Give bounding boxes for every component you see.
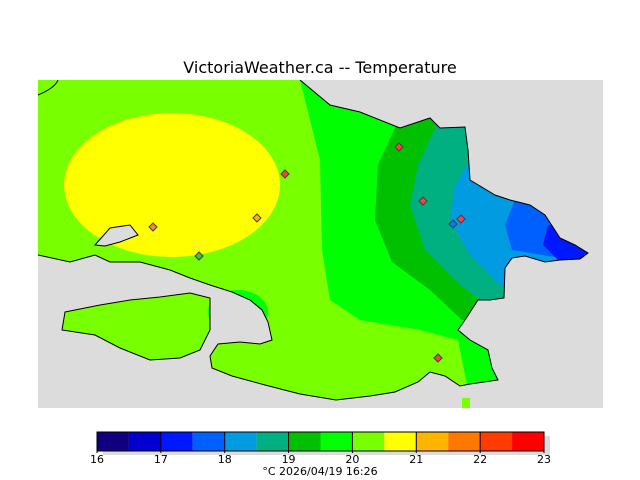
colorbar-tick-label: 23 <box>537 453 551 466</box>
colorbar-swatch <box>128 432 161 451</box>
colorbar-swatch <box>384 432 417 451</box>
colorbar-tick-label: 19 <box>281 453 296 466</box>
colorbar-swatch <box>160 432 193 451</box>
colorbar-swatch <box>416 432 449 451</box>
colorbar-tick-label: 21 <box>409 453 424 466</box>
colorbar-tick-label: 22 <box>473 453 488 466</box>
station-marker[interactable] <box>280 169 290 179</box>
colorbar-swatch <box>224 432 257 451</box>
colorbar-swatch <box>288 432 321 451</box>
northwest-coast <box>38 80 59 96</box>
colorbar-swatch <box>480 432 513 451</box>
station-marker[interactable] <box>252 213 262 223</box>
coastline <box>38 80 589 401</box>
temperature-map <box>38 80 603 408</box>
station-marker[interactable] <box>433 353 443 363</box>
colorbar-tick-label: 17 <box>153 453 168 466</box>
station-marker[interactable] <box>194 251 204 261</box>
station-marker[interactable] <box>394 142 404 152</box>
map-title: VictoriaWeather.ca -- Temperature <box>183 58 457 77</box>
colorbar-swatch <box>97 432 129 451</box>
colorbar-tick-label: 18 <box>217 453 232 466</box>
zone-20.5-21 <box>64 113 280 257</box>
colorbar-swatch <box>256 432 289 451</box>
unit-timestamp: °C 2026/04/19 16:26 <box>262 465 378 478</box>
colorbar-swatch <box>320 432 353 451</box>
station-marker[interactable] <box>148 222 158 232</box>
station-marker[interactable] <box>418 196 428 206</box>
inlet-coast <box>93 224 139 247</box>
colorbar-swatch <box>192 432 225 451</box>
colorbar-tick-label: 16 <box>90 453 104 466</box>
colorbar-swatch <box>352 432 385 451</box>
colorbar-tick-label: 20 <box>345 453 360 466</box>
station-markers <box>148 142 466 363</box>
station-marker[interactable] <box>448 219 458 229</box>
colorbar-swatch <box>448 432 481 451</box>
station-marker[interactable] <box>456 214 466 224</box>
colorbar-swatch <box>512 432 544 451</box>
